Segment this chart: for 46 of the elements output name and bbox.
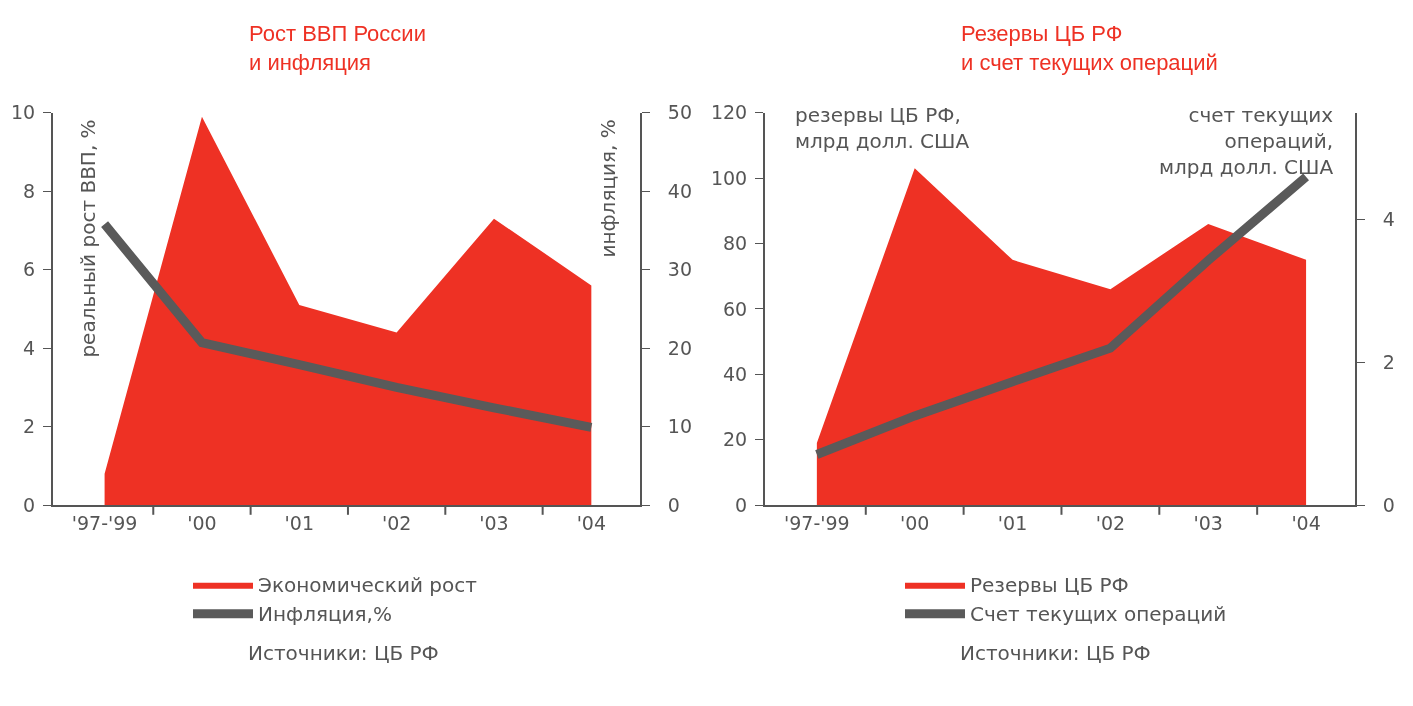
x-tick-label: '02 [381,511,412,534]
y-tick-label: 20 [723,428,748,451]
y2-tick-label: 0 [1382,493,1395,516]
y2-tick-label: 20 [667,336,692,359]
y2-tick-label: 2 [1382,351,1395,374]
chart-title: Резервы ЦБ РФ и счет текущих операций [961,21,1218,75]
text: Источники: ЦБ РФ [248,641,439,665]
legend-label: Инфляция,% [258,602,392,627]
y-tick-label: 4 [23,336,36,359]
y-axis-title: резервы ЦБ РФ, млрд долл. США [795,103,970,153]
y-tick-label: 100 [710,166,748,189]
y2-axis-title: инфляция, % [596,119,621,258]
x-tick-label: '97-'99 [784,511,850,534]
y2-tick-label: 10 [667,415,692,438]
x-tick-label: '03 [1193,511,1223,534]
x-tick-label: '97-'99 [71,511,138,534]
y-tick-label: 0 [23,493,36,516]
chart-title: Рост ВВП России и инфляция [249,21,426,75]
y2-tick-label: 30 [667,258,692,281]
legend-label: Счет текущих операций [970,602,1227,627]
y-tick-label: 40 [723,362,748,385]
y2-tick-label: 0 [667,493,680,516]
y2-tick-label: 4 [1382,208,1395,231]
legend-label: Резервы ЦБ РФ [970,573,1129,598]
legend-label: Экономический рост [258,573,478,598]
x-tick-label: '04 [1291,511,1321,534]
x-tick-label: '00 [187,511,217,534]
x-tick-label: '00 [900,511,930,534]
y-tick-label: 10 [11,101,36,124]
y-tick-label: 8 [23,179,36,202]
x-tick-label: '04 [576,511,607,534]
y2-tick-label: 50 [667,101,692,124]
y2-tick-label: 40 [667,179,692,202]
y-tick-label: 60 [723,297,748,320]
x-tick-label: '01 [284,511,314,534]
text: Источники: ЦБ РФ [960,641,1151,665]
y2-axis-title: счет текущих операций, млрд долл. США [1159,103,1334,179]
y-tick-label: 2 [23,415,36,438]
y-tick-label: 0 [735,493,748,516]
x-tick-label: '02 [1095,511,1126,534]
y-tick-label: 120 [710,101,748,124]
x-tick-label: '01 [997,511,1028,534]
y-tick-label: 80 [723,232,748,255]
x-tick-label: '03 [479,511,509,534]
y-axis-title: реальный рост ВВП, % [76,119,101,358]
y-tick-label: 6 [23,258,36,281]
